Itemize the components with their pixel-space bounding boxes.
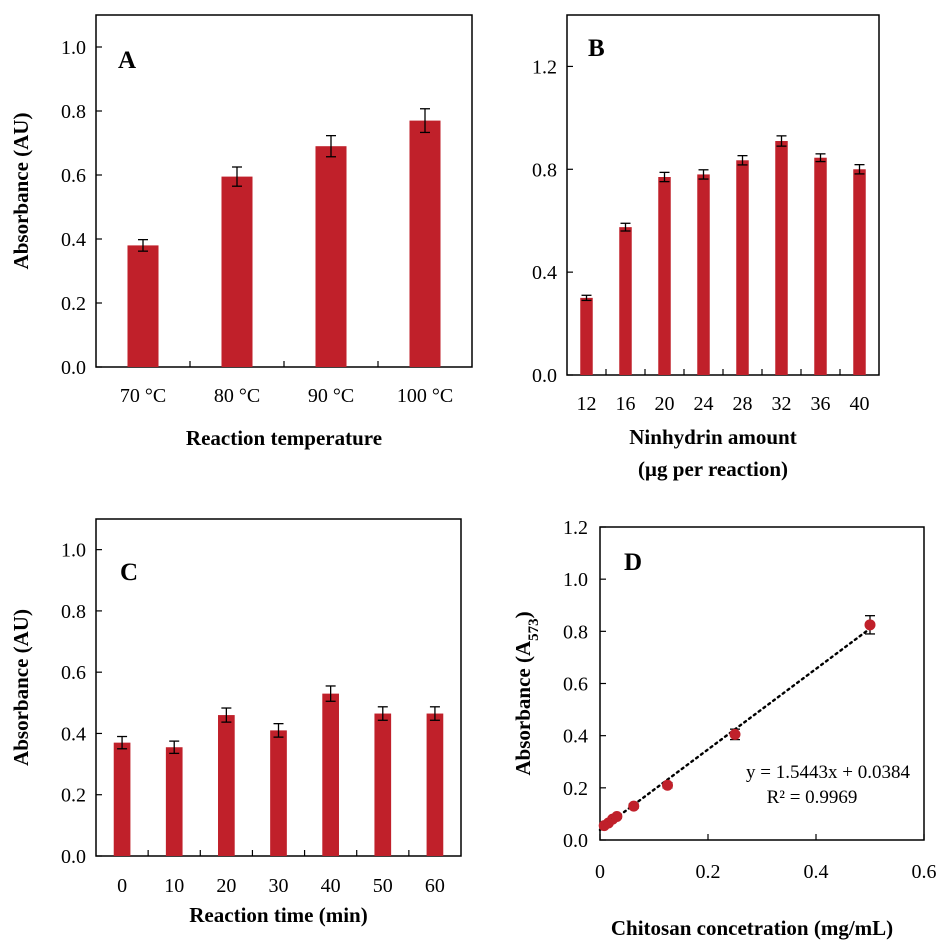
- y-tick-label: 0.0: [532, 365, 557, 387]
- y-tick-label: 0.8: [563, 621, 588, 643]
- x-tick-label: 28: [733, 393, 753, 415]
- data-point: [864, 619, 876, 631]
- x-tick-label: 0: [595, 861, 605, 883]
- y-tick-label: 1.0: [61, 540, 86, 562]
- y-tick-label: 0.8: [61, 101, 86, 123]
- y-tick-label: 0.4: [532, 262, 557, 284]
- y-tick-label: 0.4: [563, 726, 588, 748]
- bar: [165, 747, 183, 856]
- x-tick-label: 12: [577, 393, 597, 415]
- x-tick-label: 40: [850, 393, 870, 415]
- x-tick-label: 30: [269, 875, 289, 897]
- panel-c: 0.0 0.2 0.4 0.6 0.8 1.0 0 10 20 30 40 50 60 C Reaction…: [9, 518, 462, 927]
- x-tick-label: 0.2: [696, 861, 721, 883]
- y-axis-label: Absorbance (AU): [9, 609, 33, 766]
- panel-b: 0.0 0.4 0.8 1.2 12 16 20 24 28 32 36 40 B Ninhydrin a…: [532, 14, 880, 481]
- x-tick-label: 10: [164, 875, 184, 897]
- y-axis-label: Absorbance (AU): [9, 113, 33, 270]
- panel-letter: A: [118, 47, 136, 74]
- x-axis-label: Reaction temperature: [186, 426, 382, 450]
- x-tick-label: 40: [321, 875, 341, 897]
- y-tick-label: 0.8: [532, 159, 557, 181]
- bar: [814, 157, 827, 375]
- data-point: [628, 800, 640, 812]
- bar: [322, 693, 339, 856]
- bar: [580, 297, 593, 375]
- x-tick-label: 90 °C: [308, 385, 354, 407]
- x-tick-label: 20: [655, 393, 675, 415]
- bar: [775, 141, 788, 375]
- x-tick-label: 50: [373, 875, 393, 897]
- x-tick-label: 36: [811, 393, 831, 415]
- panel-d: 0.0 0.2 0.4 0.6 0.8 1.0 1.2 0 0.2 0.4 0.6 y = 1.544…: [511, 517, 937, 940]
- y-tick-label: 1.2: [563, 517, 588, 539]
- bar: [374, 713, 392, 856]
- y-tick-label: 0.4: [61, 723, 86, 745]
- x-axis-label-line2: (µg per reaction): [638, 457, 788, 481]
- y-axis-label: Absorbance (A573): [511, 611, 542, 775]
- y-tick-label: 0.8: [61, 601, 86, 623]
- x-tick-label: 24: [694, 393, 714, 415]
- y-axis-label-main: Absorbance (A: [511, 640, 535, 776]
- panel-letter: C: [120, 559, 138, 586]
- data-point: [611, 811, 623, 823]
- r-squared: R² = 0.9969: [767, 787, 858, 808]
- bar: [221, 176, 253, 367]
- trendline-equation: y = 1.5443x + 0.0384: [746, 762, 910, 783]
- x-tick-label: 16: [616, 393, 636, 415]
- y-tick-label: 1.2: [532, 56, 557, 78]
- data-point: [729, 728, 741, 740]
- y-tick-label: 0.0: [61, 357, 86, 379]
- x-axis-label: Reaction time (min): [189, 903, 367, 927]
- bar: [409, 120, 441, 367]
- bar: [127, 245, 159, 367]
- bar: [270, 730, 287, 856]
- y-tick-label: 0.2: [61, 293, 86, 315]
- bar: [697, 174, 710, 375]
- panel-letter: B: [588, 35, 605, 62]
- panel-a: 0.0 0.2 0.4 0.6 0.8 1.0 70 °C 80 °C 90 °C 100 °C A…: [9, 14, 473, 450]
- y-tick-label: 0.6: [61, 165, 86, 187]
- bar: [853, 169, 866, 375]
- y-tick-label: 1.0: [563, 569, 588, 591]
- x-tick-label: 80 °C: [214, 385, 260, 407]
- x-tick-label: 0.4: [804, 861, 829, 883]
- x-axis-label: Chitosan concetration (mg/mL): [611, 916, 893, 940]
- bar: [315, 146, 347, 367]
- bar: [736, 160, 749, 375]
- x-tick-label: 0.6: [912, 861, 937, 883]
- y-axis-label-end: ): [511, 611, 535, 618]
- y-tick-label: 0.0: [563, 830, 588, 852]
- data-point: [662, 779, 673, 791]
- bar: [113, 742, 131, 856]
- x-tick-label: 70 °C: [120, 385, 166, 407]
- y-tick-label: 0.2: [563, 778, 588, 800]
- bar: [658, 177, 671, 375]
- y-tick-label: 0.6: [563, 674, 588, 696]
- y-tick-label: 0.0: [61, 846, 86, 868]
- y-tick-label: 0.6: [61, 662, 86, 684]
- x-tick-label: 100 °C: [397, 385, 453, 407]
- y-tick-label: 0.2: [61, 785, 86, 807]
- x-tick-label: 60: [425, 875, 445, 897]
- bar: [426, 713, 444, 856]
- panel-letter: D: [624, 549, 642, 576]
- x-axis-label: Ninhydrin amount: [629, 425, 796, 449]
- plot-frame: [566, 14, 880, 376]
- x-tick-label: 32: [772, 393, 792, 415]
- x-tick-label: 0: [117, 875, 127, 897]
- bar: [218, 715, 235, 856]
- y-tick-label: 0.4: [61, 229, 86, 251]
- x-tick-label: 20: [216, 875, 236, 897]
- bar: [619, 227, 632, 375]
- y-axis-label-subscript: 573: [526, 618, 542, 641]
- y-tick-label: 1.0: [61, 37, 86, 59]
